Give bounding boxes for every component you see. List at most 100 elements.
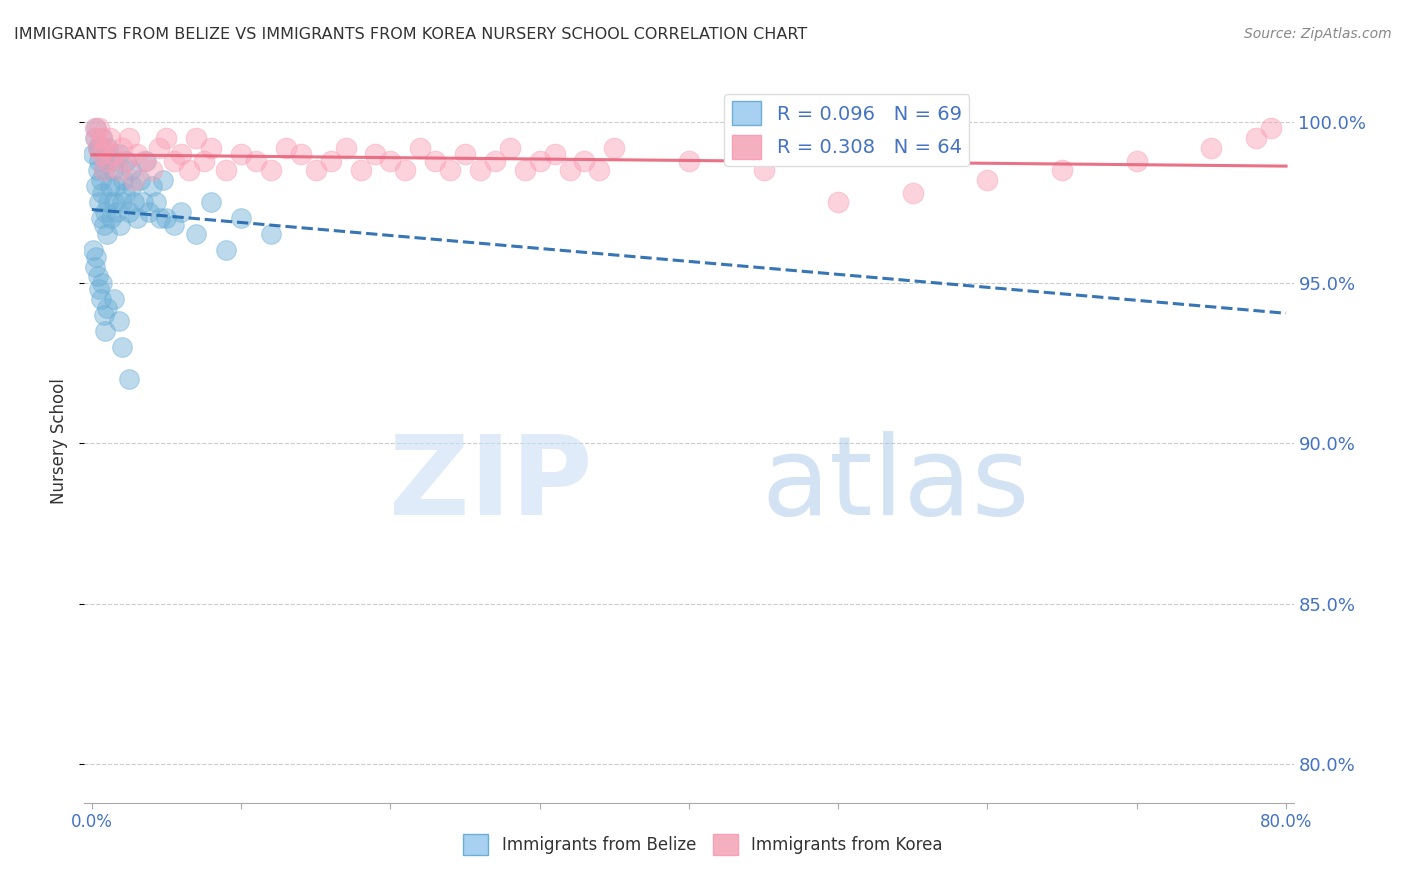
Point — [91, 276, 114, 290]
Point — [901, 186, 924, 200]
Point — [90, 173, 112, 187]
Y-axis label: Nursery School: Nursery School — [51, 378, 69, 505]
Point — [125, 211, 148, 226]
Point — [104, 179, 127, 194]
Point — [83, 131, 105, 145]
Point — [91, 186, 114, 200]
Point — [335, 141, 357, 155]
Point — [319, 153, 342, 168]
Point — [103, 153, 125, 168]
Text: ZIP: ZIP — [389, 432, 592, 539]
Point — [558, 163, 581, 178]
Point — [94, 324, 117, 338]
Point — [193, 153, 215, 168]
Point — [149, 211, 172, 226]
Point — [87, 163, 110, 178]
Point — [84, 250, 107, 264]
Point — [101, 163, 124, 178]
Point — [439, 163, 461, 178]
Point — [425, 153, 447, 168]
Point — [93, 163, 115, 178]
Point — [186, 131, 208, 145]
Point — [82, 244, 104, 258]
Point — [96, 153, 118, 168]
Point — [1244, 131, 1267, 145]
Point — [107, 163, 129, 178]
Point — [93, 218, 115, 232]
Point — [215, 244, 238, 258]
Point — [155, 131, 177, 145]
Point — [121, 179, 143, 194]
Point — [118, 205, 141, 219]
Point — [84, 179, 107, 194]
Point — [170, 147, 193, 161]
Point — [103, 147, 125, 161]
Point — [83, 260, 105, 274]
Point — [229, 211, 252, 226]
Point — [90, 211, 112, 226]
Point — [89, 137, 111, 152]
Point — [115, 153, 138, 168]
Point — [215, 163, 238, 178]
Point — [91, 131, 114, 145]
Point — [186, 227, 208, 242]
Legend: Immigrants from Belize, Immigrants from Korea: Immigrants from Belize, Immigrants from … — [457, 828, 949, 862]
Point — [87, 141, 110, 155]
Point — [827, 195, 849, 210]
Point — [290, 147, 312, 161]
Point — [87, 269, 110, 284]
Text: atlas: atlas — [762, 432, 1031, 539]
Point — [84, 121, 107, 136]
Point — [90, 292, 112, 306]
Point — [98, 131, 121, 145]
Point — [93, 308, 115, 322]
Point — [148, 141, 170, 155]
Point — [409, 141, 432, 155]
Point — [96, 301, 118, 316]
Point — [122, 173, 145, 187]
Point — [1050, 163, 1073, 178]
Point — [152, 173, 174, 187]
Point — [1201, 141, 1223, 155]
Point — [107, 314, 129, 328]
Point — [89, 195, 111, 210]
Point — [229, 147, 252, 161]
Point — [94, 205, 117, 219]
Point — [87, 141, 110, 155]
Point — [103, 195, 125, 210]
Point — [94, 147, 117, 161]
Legend: R = 0.096   N = 69, R = 0.308   N = 64: R = 0.096 N = 69, R = 0.308 N = 64 — [724, 94, 969, 166]
Point — [96, 227, 118, 242]
Point — [484, 153, 506, 168]
Point — [111, 340, 134, 354]
Point — [200, 141, 222, 155]
Point — [574, 153, 596, 168]
Point — [245, 153, 267, 168]
Point — [98, 179, 121, 194]
Point — [513, 163, 536, 178]
Point — [128, 173, 150, 187]
Point — [131, 195, 153, 210]
Point — [145, 195, 167, 210]
Point — [108, 218, 131, 232]
Point — [114, 153, 136, 168]
Point — [132, 153, 155, 168]
Point — [141, 179, 163, 194]
Point — [260, 163, 283, 178]
Point — [364, 147, 387, 161]
Point — [90, 147, 112, 161]
Point — [1126, 153, 1149, 168]
Point — [118, 372, 141, 386]
Point — [380, 153, 402, 168]
Point — [1260, 121, 1282, 136]
Text: Source: ZipAtlas.com: Source: ZipAtlas.com — [1244, 27, 1392, 41]
Point — [138, 205, 160, 219]
Point — [91, 131, 114, 145]
Point — [83, 121, 105, 136]
Point — [141, 163, 163, 178]
Point — [305, 163, 328, 178]
Point — [163, 153, 186, 168]
Point — [603, 141, 626, 155]
Point — [120, 163, 142, 178]
Point — [260, 227, 283, 242]
